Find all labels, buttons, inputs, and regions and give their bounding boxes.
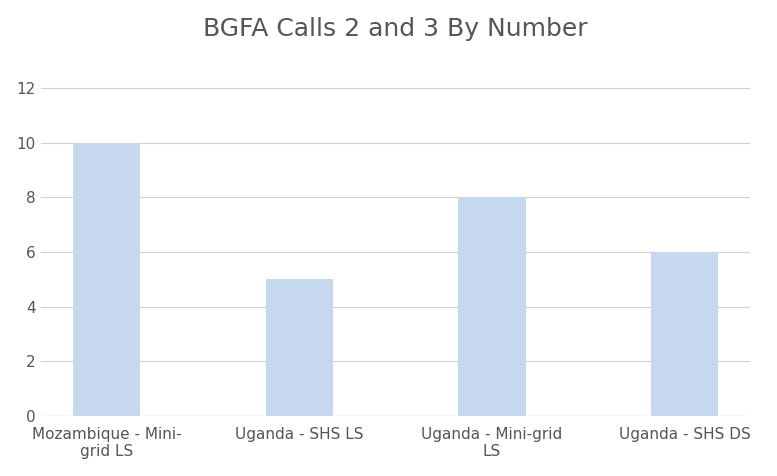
Title: BGFA Calls 2 and 3 By Number: BGFA Calls 2 and 3 By Number	[204, 17, 588, 40]
Bar	[651, 252, 718, 416]
Bar	[266, 279, 333, 416]
Bar	[458, 197, 525, 416]
Bar	[73, 143, 141, 416]
